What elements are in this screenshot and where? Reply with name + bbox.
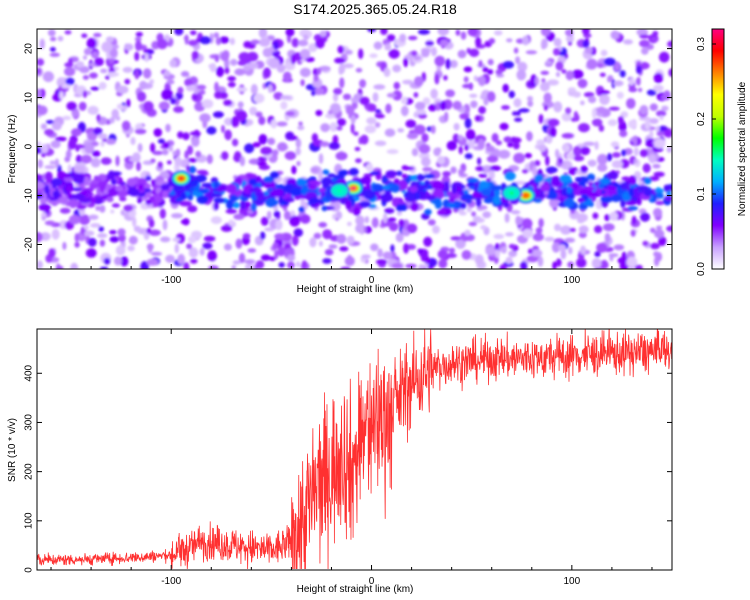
snr-x-tick-label: -100 [161,576,181,587]
heatmap-y-tick-label: 20 [24,43,35,55]
snr-y-tick-label: 400 [24,364,35,381]
snr-y-tick-label: 300 [24,414,35,431]
colorbar-tick-label: 0.1 [696,187,707,201]
colorbar-tick-label: 0.0 [696,262,707,276]
snr-x-tick-label: 0 [369,576,375,587]
snr-y-tick-label: 100 [24,512,35,529]
colorbar-ticks: 0.0 0.1 0.2 0.3 [696,37,716,276]
heatmap-y-tick-label: 0 [24,143,35,149]
snr-series-line [37,329,672,570]
heatmap-hotspot [179,176,184,180]
snr-y-tick-label: 0 [24,567,35,573]
snr-y-ticks: 0 100 200 300 400 [24,364,672,573]
heatmap-frame [36,28,673,270]
colorbar-label: Normalized spectral amplitude [737,81,748,216]
snr-y-axis-label: SNR (10 * v/v) [7,418,18,482]
snr-panel: -100 0 100 0 100 200 300 400 Height of straigh… [7,328,673,595]
snr-frame [36,328,673,571]
heatmap-x-tick-label: 100 [563,275,580,286]
heatmap-texture [37,29,672,269]
heatmap-x-ticks: -100 0 100 [50,29,653,286]
heatmap-y-ticks: -20 -10 0 10 20 [24,43,672,252]
heatmap-x-tick-label: -100 [161,275,181,286]
heatmap-y-tick-label: 10 [24,92,35,104]
heatmap-hotspot [509,191,514,195]
heatmap-y-axis-label: Frequency (Hz) [7,115,18,184]
chart-title: S174.2025.365.05.24.R18 [293,1,457,17]
snr-x-ticks: -100 0 100 [50,329,653,587]
heatmap-hotspot [523,193,528,198]
heatmap-hotspot [351,186,356,190]
colorbar-gradient [711,28,725,270]
colorbar: 0.0 0.1 0.2 0.3 Normalized spectral amplitu… [696,28,748,276]
colorbar-tick-label: 0.3 [696,37,707,51]
snr-y-tick-label: 200 [24,463,35,480]
heatmap-x-tick-label: 0 [369,275,375,286]
snr-x-tick-label: 100 [563,576,580,587]
colorbar-tick-label: 0.2 [696,112,707,126]
heatmap-y-tick-label: -20 [24,237,35,252]
heatmap-x-axis-label: Height of straight line (km) [297,284,414,295]
snr-x-axis-label: Height of straight line (km) [297,584,414,595]
heatmap-y-tick-label: -10 [24,188,35,203]
heatmap-cells [37,29,672,269]
heatmap-hotspot [337,189,342,193]
